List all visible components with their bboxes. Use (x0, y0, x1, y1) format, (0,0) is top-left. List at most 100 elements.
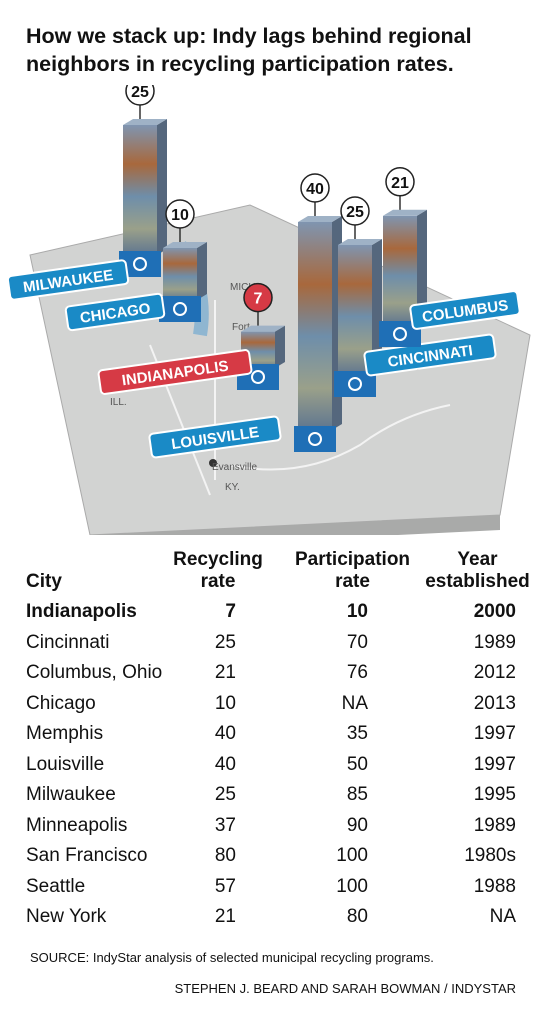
banner-bg (6, 259, 130, 301)
table-cell: 1995 (473, 784, 516, 805)
value-label: 10 (171, 207, 189, 224)
recycle-icon (308, 432, 322, 446)
value-label: 21 (391, 175, 409, 192)
column-header: Participation rate (294, 549, 411, 592)
table-cell: 1997 (473, 753, 516, 775)
recycle-icon (393, 327, 407, 341)
tower-top (383, 209, 427, 216)
place-label: Evansville (212, 462, 257, 473)
value-label: 7 (254, 291, 263, 308)
title: How we stack up: Indy lags behind region… (26, 24, 472, 76)
column-header: Year established (425, 549, 530, 592)
table-cell: 7 (225, 601, 236, 622)
table-cell: 25 (214, 784, 236, 805)
tower-bar (163, 248, 197, 300)
table-cell: 2012 (473, 662, 516, 683)
table-cell: 35 (346, 723, 368, 744)
table-cell: Cincinnati (26, 631, 110, 653)
banner-bg (148, 415, 282, 459)
column-header: City (26, 571, 62, 592)
map: MICH.FortOHIOILL.KY.Evansville25MILWAUKE… (6, 85, 531, 535)
banner-bg (363, 333, 497, 377)
credit: STEPHEN J. BEARD AND SARAH BOWMAN / INDY… (174, 981, 516, 996)
table-cell: Seattle (26, 875, 86, 897)
table-cell: Memphis (26, 723, 104, 744)
tower-bar (298, 222, 332, 430)
table-cell: 70 (346, 631, 368, 653)
tower-top (241, 325, 285, 332)
tower-top (123, 119, 167, 125)
table-cell: 21 (214, 906, 236, 927)
table-cell: 50 (346, 753, 368, 775)
table-cell: San Francisco (26, 845, 148, 866)
value-badge (385, 167, 415, 197)
table-cell: 80 (346, 906, 368, 927)
table-cell: NA (489, 906, 516, 927)
tower-top (338, 239, 382, 245)
table-cell: 2000 (473, 601, 516, 622)
table-cell: 1989 (473, 631, 516, 653)
table-cell: 90 (346, 814, 368, 836)
table-cell: 100 (336, 875, 368, 897)
value-label: 25 (131, 85, 149, 101)
value-badge (243, 282, 273, 313)
bin (294, 426, 336, 452)
table-cell: New York (26, 906, 107, 927)
column-header: Recycling rate (173, 549, 263, 592)
value-badge (125, 85, 155, 106)
bin (159, 296, 201, 322)
table-cell: 1980s (464, 845, 516, 866)
map-edge (90, 515, 500, 535)
tower-side (157, 119, 167, 255)
table-cell: 100 (336, 845, 368, 866)
recycle-icon (173, 302, 187, 316)
table-cell: 80 (214, 845, 236, 866)
table-cell: 1997 (473, 723, 516, 744)
value-badge (165, 199, 195, 229)
place-label: ILL. (110, 397, 127, 408)
value-badge (340, 196, 370, 226)
table-cell: 10 (346, 601, 368, 622)
place-label: KY. (225, 482, 240, 493)
banner-bg (64, 292, 166, 332)
table-cell: 25 (214, 631, 236, 653)
table-cell: 40 (214, 723, 236, 744)
table-cell: 2013 (473, 692, 516, 714)
tower-top (298, 216, 342, 222)
tower: 40 (294, 173, 342, 452)
place-label: Fort (232, 322, 250, 333)
table-cell: 10 (214, 692, 236, 714)
table-cell: 40 (214, 753, 236, 775)
table-cell: Indianapolis (26, 601, 137, 622)
city-dot (209, 459, 217, 467)
recycle-icon (251, 370, 265, 384)
table-cell: Columbus, Ohio (26, 662, 163, 683)
table-cell: NA (341, 692, 368, 714)
tower: 25 (334, 196, 382, 397)
tower-side (197, 242, 207, 300)
value-label: 25 (346, 204, 364, 221)
table-cell: 57 (214, 875, 236, 897)
banner-bg (97, 349, 253, 395)
table-cell: 76 (346, 662, 368, 683)
table-cell: 1988 (473, 875, 516, 897)
table-cell: 37 (214, 814, 236, 836)
table-cell: Chicago (26, 692, 96, 714)
tower-bar (123, 125, 157, 255)
value-label: 40 (306, 181, 324, 198)
table-cell: Louisville (26, 753, 105, 775)
value-badge (300, 173, 330, 203)
tower-side (417, 209, 427, 325)
tower: 10 (159, 199, 207, 322)
city-banner: MILWAUKEE (6, 259, 130, 301)
recycle-icon (348, 377, 362, 391)
table-cell: 85 (346, 784, 368, 805)
tower-top (163, 242, 207, 248)
table-cell: Milwaukee (26, 784, 116, 805)
place-label: MICH. (230, 282, 258, 293)
table-cell: 1989 (473, 814, 516, 836)
tower-side (275, 325, 285, 368)
table-cell: 21 (214, 662, 236, 683)
city-banner: LOUISVILLE (148, 415, 282, 459)
